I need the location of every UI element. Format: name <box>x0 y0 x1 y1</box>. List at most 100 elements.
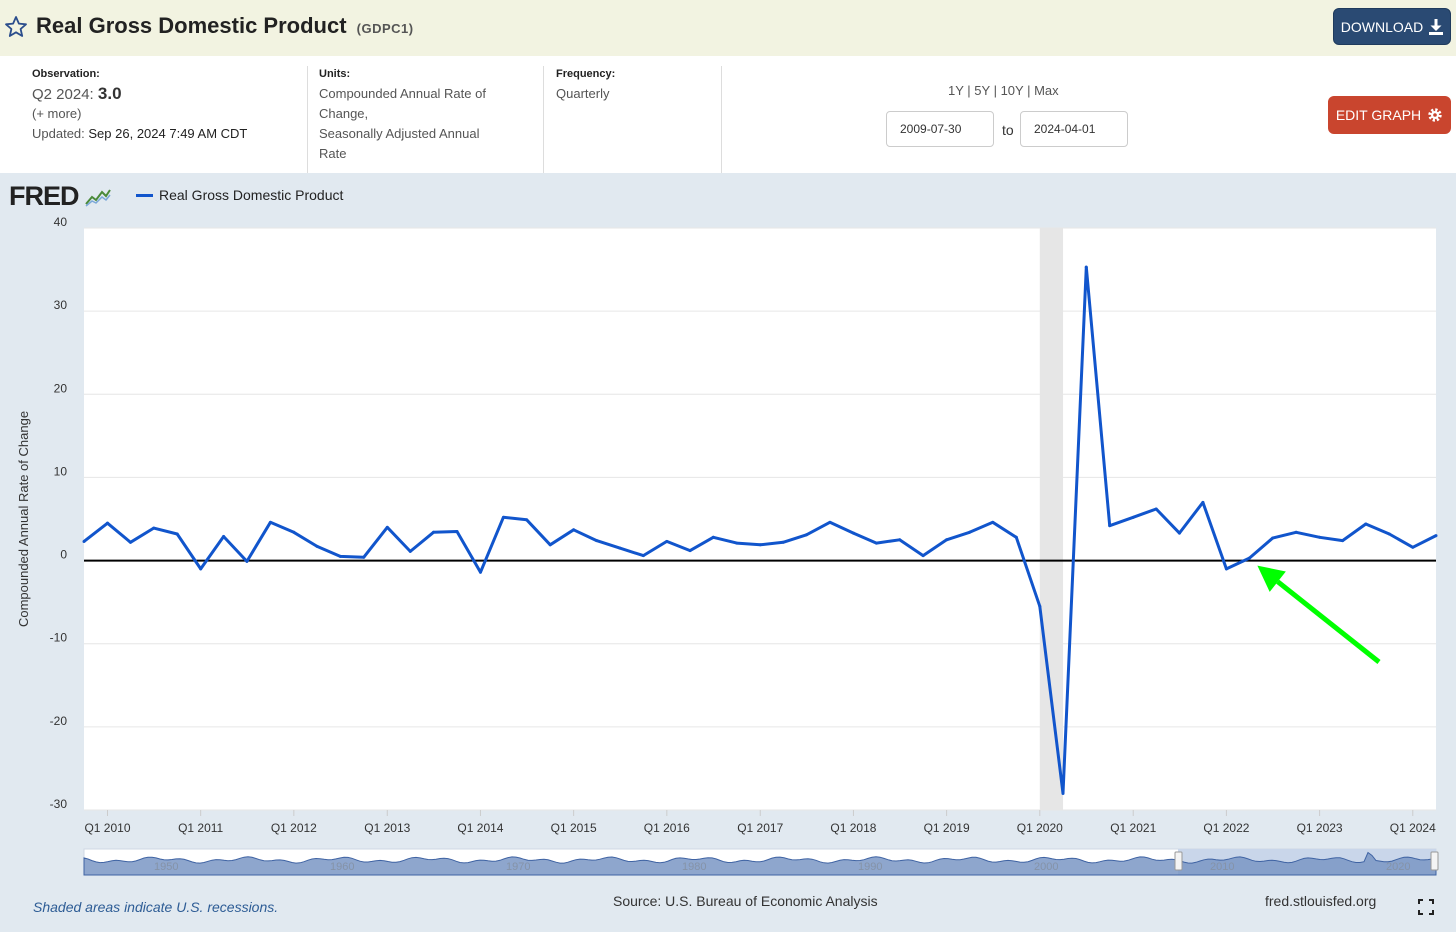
download-button[interactable]: DOWNLOAD <box>1333 8 1451 45</box>
x-tick-label: Q1 2013 <box>364 821 410 835</box>
start-date-input[interactable]: 2009-07-30 <box>886 111 994 147</box>
navigator-series <box>83 851 1437 876</box>
data-point <box>851 531 855 535</box>
data-point <box>455 529 459 533</box>
data-point <box>362 555 366 559</box>
data-point <box>1364 522 1368 526</box>
site-link[interactable]: fred.stlouisfed.org <box>1265 893 1377 909</box>
data-point <box>688 549 692 553</box>
frequency-value: Quarterly <box>556 86 610 101</box>
edit-graph-button[interactable]: EDIT GRAPH <box>1328 96 1451 134</box>
recession-note: Shaded areas indicate U.S. recessions. <box>33 899 279 915</box>
data-point <box>1247 556 1251 560</box>
x-tick-label: Q1 2012 <box>271 821 317 835</box>
data-point <box>152 526 156 530</box>
observation-period: Q2 2024: <box>32 86 94 103</box>
data-point <box>572 528 576 532</box>
series-meta: Observation: Q2 2024: 3.0 (+ more) Updat… <box>0 56 1456 173</box>
range-1y-link[interactable]: 1Y <box>948 83 964 98</box>
range-10y-link[interactable]: 10Y <box>1000 83 1024 98</box>
data-point <box>735 541 739 545</box>
units-line: Seasonally Adjusted Annual <box>319 126 480 141</box>
series-id: (GDPC1) <box>356 21 414 36</box>
updated-line: Updated: Sep 26, 2024 7:49 AM CDT <box>32 124 247 144</box>
data-point <box>1271 536 1275 540</box>
data-point <box>874 541 878 545</box>
navigator-label: 2010 <box>1210 861 1234 873</box>
observation-number: 3.0 <box>97 84 122 103</box>
fullscreen-icon[interactable] <box>1418 899 1434 915</box>
data-point <box>1108 524 1112 528</box>
legend-series-name: Real Gross Domestic Product <box>159 187 344 203</box>
navigator-label: 1980 <box>682 861 706 873</box>
x-tick-label: Q1 2022 <box>1203 821 1249 835</box>
data-point <box>1318 535 1322 539</box>
x-tick-label: Q1 2010 <box>84 821 130 835</box>
data-point <box>245 559 249 563</box>
data-point <box>431 530 435 534</box>
frequency-label: Frequency: <box>556 68 616 80</box>
x-tick-label: Q1 2011 <box>178 821 223 835</box>
series-title: Real Gross Domestic Product <box>36 13 347 38</box>
data-point <box>1154 507 1158 511</box>
data-point <box>1294 530 1298 534</box>
data-point <box>641 554 645 558</box>
source-text: Source: U.S. Bureau of Economic Analysis <box>613 893 878 909</box>
data-point <box>898 538 902 542</box>
end-date-input[interactable]: 2024-04-01 <box>1020 111 1128 147</box>
data-point <box>315 544 319 548</box>
to-label: to <box>1002 122 1014 138</box>
data-point <box>292 530 296 534</box>
x-tick-label: Q1 2018 <box>830 821 876 835</box>
data-point <box>991 520 995 524</box>
recession-band <box>1039 228 1064 810</box>
navigator-label: 1990 <box>858 861 882 873</box>
navigator-handle[interactable] <box>1174 851 1183 871</box>
data-point <box>1387 532 1391 536</box>
observation-label: Observation: <box>32 68 100 80</box>
units-line: Rate <box>319 146 347 161</box>
observation-block: Observation: Q2 2024: 3.0 (+ more) Updat… <box>32 68 247 144</box>
x-tick-label: Q1 2020 <box>1017 821 1063 835</box>
y-tick-label: -30 <box>50 797 68 811</box>
updated-value: Sep 26, 2024 7:49 AM CDT <box>88 126 248 141</box>
data-point <box>804 533 808 537</box>
range-5y-link[interactable]: 5Y <box>974 83 990 98</box>
frequency-block: Frequency: Quarterly <box>556 68 615 104</box>
data-point <box>385 525 389 529</box>
annotation-arrow-shaft <box>1276 579 1381 664</box>
data-point <box>1177 531 1181 535</box>
y-tick-label: 0 <box>60 548 67 562</box>
data-point <box>501 515 505 519</box>
data-point <box>175 532 179 536</box>
navigator-label: 1950 <box>154 861 178 873</box>
fred-logo: FRED <box>9 181 111 212</box>
units-label: Units: <box>319 68 351 80</box>
data-point <box>1131 515 1135 519</box>
navigator-label: 2000 <box>1034 861 1058 873</box>
data-point <box>478 570 482 574</box>
range-max-link[interactable]: Max <box>1034 83 1059 98</box>
navigator-handle[interactable] <box>1430 851 1439 871</box>
observation-value: Q2 2024: 3.0 <box>32 84 247 104</box>
x-tick-label: Q1 2024 <box>1390 821 1436 835</box>
star-icon[interactable] <box>4 15 28 39</box>
data-point <box>1224 567 1228 571</box>
data-point <box>1201 500 1205 504</box>
edit-graph-label: EDIT GRAPH <box>1335 107 1422 123</box>
data-point <box>828 520 832 524</box>
more-link[interactable]: (+ more) <box>32 106 82 121</box>
x-tick-label: Q1 2023 <box>1297 821 1343 835</box>
units-block: Units: Compounded Annual Rate of Change,… <box>319 68 486 164</box>
data-point <box>781 540 785 544</box>
data-point <box>1434 534 1438 538</box>
data-point <box>525 518 529 522</box>
x-tick-label: Q1 2016 <box>644 821 690 835</box>
legend-swatch <box>136 193 153 197</box>
divider <box>721 66 722 173</box>
x-tick-label: Q1 2019 <box>924 821 970 835</box>
navigator-label: 1970 <box>506 861 530 873</box>
y-tick-label: 40 <box>54 215 68 229</box>
y-tick-label: 10 <box>54 464 68 478</box>
